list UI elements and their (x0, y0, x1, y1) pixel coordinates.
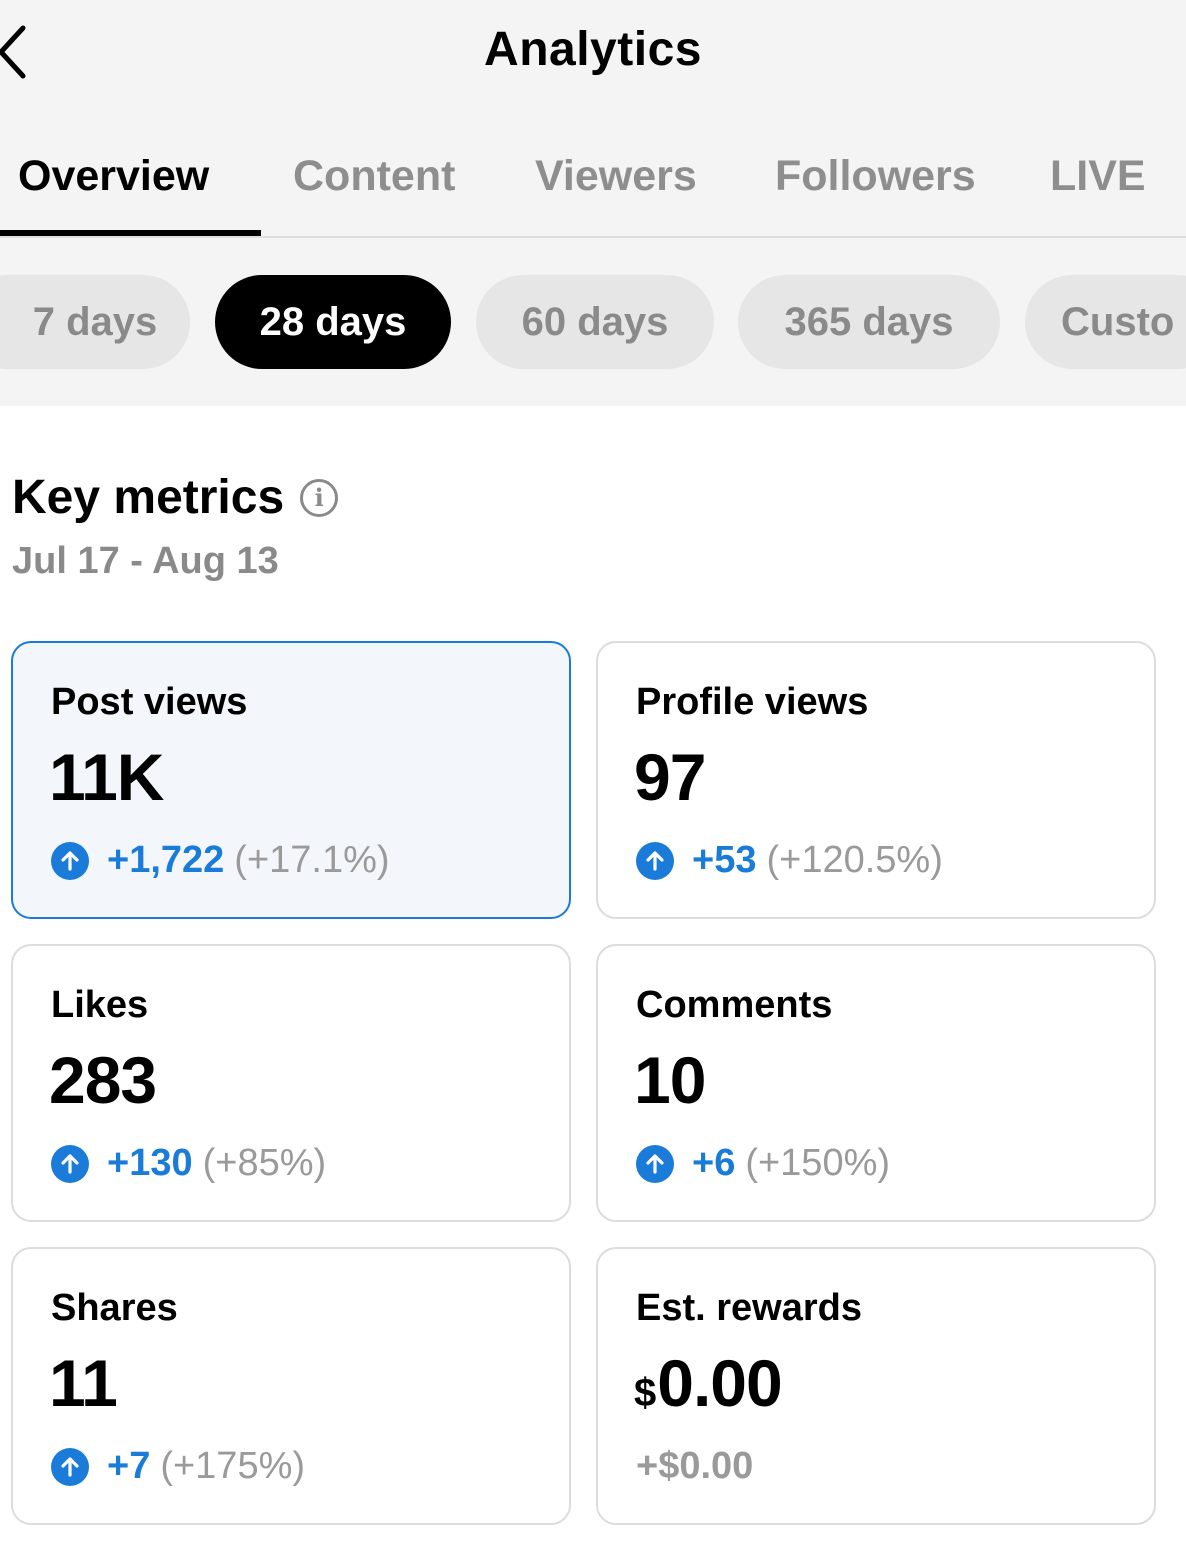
delta-percent: (+17.1%) (234, 839, 390, 881)
metric-value: 10 (634, 1043, 706, 1117)
tab-live[interactable]: LIVE (1050, 152, 1146, 200)
rewards-amount: 0.00 (657, 1346, 782, 1420)
range-7-days[interactable]: 7 days (0, 275, 190, 369)
metric-label: Profile views (636, 681, 869, 723)
delta-absolute: +53 (692, 839, 757, 881)
currency-symbol: $ (634, 1371, 656, 1415)
delta-percent: (+85%) (202, 1142, 327, 1184)
key-metrics-heading: Key metrics (12, 471, 285, 524)
metric-card-shares[interactable]: Shares 11 +7 (+175%) (11, 1247, 571, 1525)
metric-label: Comments (636, 984, 833, 1026)
range-365-days[interactable]: 365 days (738, 275, 1000, 369)
metric-delta: +6 (+150%) (636, 1142, 890, 1185)
delta-percent: (+120.5%) (766, 839, 943, 881)
header-area: Analytics Overview Content Viewers Follo… (0, 0, 1186, 406)
back-button[interactable] (0, 22, 32, 82)
metric-delta: +7 (+175%) (51, 1445, 305, 1488)
metric-delta: +53 (+120.5%) (636, 839, 943, 882)
arrow-up-icon (636, 841, 674, 880)
arrow-up-icon (51, 1144, 89, 1183)
arrow-up-icon (636, 1144, 674, 1183)
tab-content[interactable]: Content (293, 152, 456, 200)
metric-card-est-rewards[interactable]: Est. rewards $0.00 +$0.00 (596, 1247, 1156, 1525)
arrow-up-icon (51, 1447, 89, 1486)
metric-value: 11K (49, 740, 164, 814)
delta-absolute: +130 (107, 1142, 193, 1184)
metric-label: Shares (51, 1287, 178, 1329)
metric-label: Post views (51, 681, 248, 723)
date-range: Jul 17 - Aug 13 (12, 540, 279, 582)
tab-followers[interactable]: Followers (775, 152, 976, 200)
metric-label: Est. rewards (636, 1287, 862, 1329)
delta-percent: (+175%) (160, 1445, 306, 1487)
metric-card-post-views[interactable]: Post views 11K +1,722 (+17.1%) (11, 641, 571, 919)
arrow-up-icon (51, 841, 89, 880)
range-60-days[interactable]: 60 days (476, 275, 714, 369)
info-icon[interactable]: i (300, 478, 339, 517)
range-custom[interactable]: Custo (1025, 275, 1186, 369)
delta-percent: (+150%) (745, 1142, 891, 1184)
delta-absolute: +6 (692, 1142, 736, 1184)
delta-absolute: +1,722 (107, 839, 225, 881)
delta-absolute: +7 (107, 1445, 151, 1487)
metric-value: 97 (634, 740, 706, 814)
metric-card-likes[interactable]: Likes 283 +130 (+85%) (11, 944, 571, 1222)
metric-delta: +$0.00 (636, 1445, 763, 1488)
section-title: Key metrics i (12, 470, 339, 525)
delta-absolute: +$0.00 (636, 1445, 754, 1487)
metric-value: $0.00 (634, 1345, 783, 1421)
tab-viewers[interactable]: Viewers (535, 152, 697, 200)
tab-overview[interactable]: Overview (18, 152, 210, 200)
metric-delta: +1,722 (+17.1%) (51, 839, 390, 882)
range-28-days[interactable]: 28 days (215, 275, 451, 369)
chevron-left-icon (0, 25, 26, 79)
metric-card-comments[interactable]: Comments 10 +6 (+150%) (596, 944, 1156, 1222)
metric-label: Likes (51, 984, 149, 1026)
tab-bar: Overview Content Viewers Followers LIVE (0, 130, 1186, 238)
metric-value: 11 (49, 1346, 118, 1420)
active-tab-indicator (0, 230, 261, 236)
metric-value: 283 (49, 1043, 157, 1117)
page-title: Analytics (484, 23, 702, 76)
metric-delta: +130 (+85%) (51, 1142, 326, 1185)
metric-card-profile-views[interactable]: Profile views 97 +53 (+120.5%) (596, 641, 1156, 919)
